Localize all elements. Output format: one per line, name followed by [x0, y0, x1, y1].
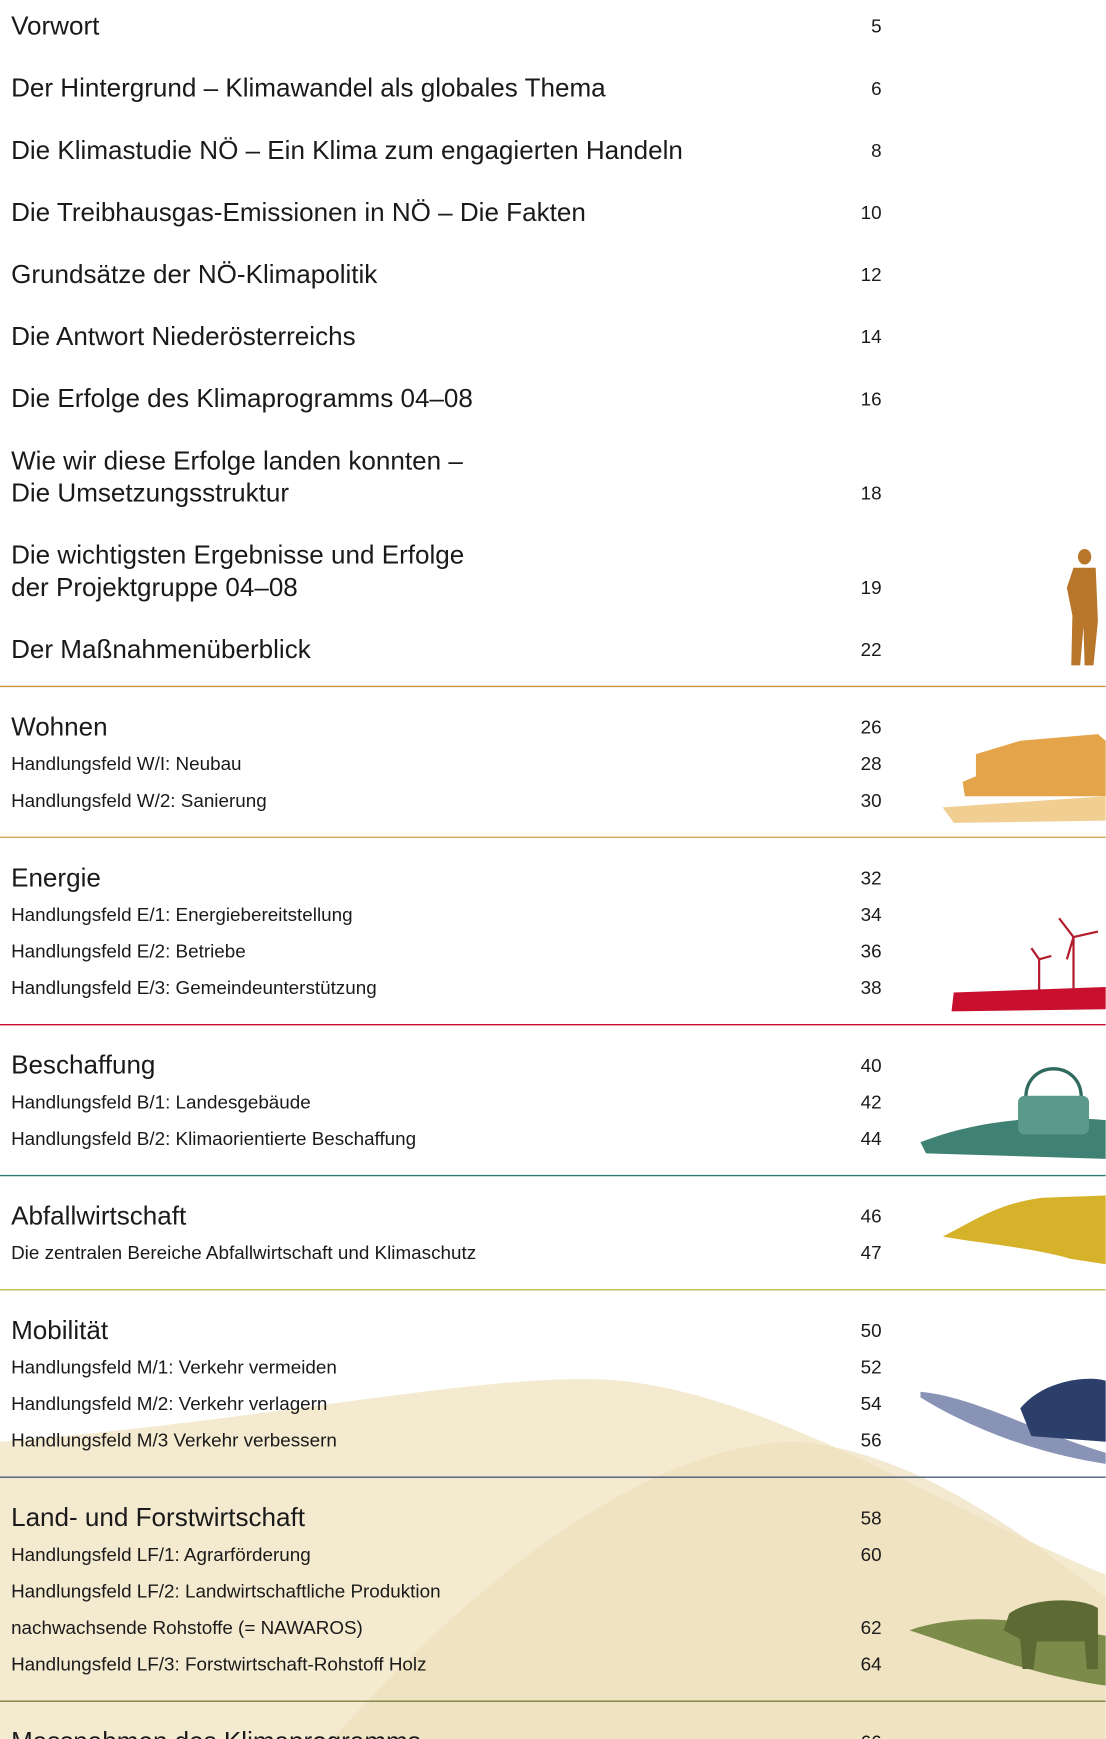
item-title: nachwachsende Rohstoffe (= NAWAROS)	[11, 1617, 363, 1638]
item-page: 38	[861, 977, 882, 998]
entry-page: 18	[861, 483, 882, 504]
section-title: Mobilität	[11, 1315, 109, 1345]
entry-title: Die Antwort Niederösterreichs	[11, 321, 356, 351]
entry-page: 12	[861, 264, 882, 285]
section-title: Wohnen	[11, 712, 108, 742]
item-title: Handlungsfeld E/1: Energiebereitstellung	[11, 904, 353, 925]
item-title: Handlungsfeld B/1: Landesgebäude	[11, 1091, 311, 1112]
section-title: Energie	[11, 862, 101, 892]
item-title: Die zentralen Bereiche Abfallwirtschaft …	[11, 1242, 476, 1263]
item-page: 42	[861, 1091, 882, 1112]
item-title: Handlungsfeld LF/1: Agrarförderung	[11, 1544, 311, 1565]
item-page: 36	[861, 941, 882, 962]
entry-page: 6	[871, 78, 881, 99]
entry-title: Die Treibhausgas-Emissionen in NÖ – Die …	[11, 197, 586, 227]
item-page: 34	[861, 904, 882, 925]
item-page: 56	[861, 1430, 882, 1451]
item-page: 47	[861, 1242, 882, 1263]
entry-title: Wie wir diese Erfolge landen konnten –	[11, 445, 463, 475]
section-title: Massnahmen des Klimaprogramms	[11, 1726, 421, 1739]
entry-title: Vorwort	[11, 11, 100, 41]
item-title: Handlungsfeld W/2: Sanierung	[11, 790, 267, 811]
item-page: 52	[861, 1356, 882, 1377]
entry-page: 8	[871, 140, 881, 161]
item-page: 62	[861, 1617, 882, 1638]
item-title: Handlungsfeld E/2: Betriebe	[11, 941, 246, 962]
item-page: 64	[861, 1654, 882, 1675]
entry-page: 22	[861, 639, 882, 660]
item-title: Handlungsfeld E/3: Gemeindeunterstützung	[11, 977, 377, 998]
item-title: Handlungsfeld M/2: Verkehr verlagern	[11, 1393, 327, 1414]
entry-title: der Projektgruppe 04–08	[11, 572, 298, 602]
house-icon	[943, 734, 1106, 823]
entry-title: Grundsätze der NÖ-Klimapolitik	[11, 259, 378, 289]
content: Vorwort 5 Der Hintergrund – Klimawandel al…	[0, 11, 1106, 1739]
section-page: 50	[861, 1320, 882, 1341]
item-title: Handlungsfeld M/1: Verkehr vermeiden	[11, 1356, 337, 1377]
entry-title: Die Umsetzungsstruktur	[11, 478, 289, 508]
item-title: Handlungsfeld W/I: Neubau	[11, 753, 241, 774]
section-title: Beschaffung	[11, 1050, 155, 1080]
toc-page: Vorwort 5 Der Hintergrund – Klimawandel al…	[0, 0, 1106, 1739]
entry-page: 14	[861, 326, 882, 347]
page: Vorwort 5 Der Hintergrund – Klimawandel al…	[0, 0, 1106, 1739]
section-title: Land- und Forstwirtschaft	[11, 1502, 306, 1532]
item-page: 44	[861, 1128, 882, 1149]
item-title: Handlungsfeld LF/2: Landwirtschaftliche …	[11, 1581, 440, 1602]
section-page: 40	[861, 1055, 882, 1076]
leaf-icon	[943, 1196, 1106, 1265]
item-title: Handlungsfeld M/3 Verkehr verbessern	[11, 1430, 337, 1451]
section-page: 58	[861, 1507, 882, 1528]
entry-title: Der Hintergrund – Klimawandel als global…	[11, 73, 606, 103]
entry-title: Die Klimastudie NÖ – Ein Klima zum engag…	[11, 135, 683, 165]
car-icon	[920, 1379, 1105, 1464]
section-page: 32	[861, 867, 882, 888]
wind-icon	[1031, 918, 1098, 992]
item-page: 30	[861, 790, 882, 811]
person-icon	[1067, 549, 1098, 665]
entry-title: Der Maßnahmenüberblick	[11, 634, 312, 664]
section-page: 26	[861, 717, 882, 738]
item-page: 54	[861, 1393, 882, 1414]
section-page: 46	[861, 1206, 882, 1227]
entry-page: 16	[861, 388, 882, 409]
entry-page: 10	[861, 202, 882, 223]
item-page: 28	[861, 753, 882, 774]
section-title: Abfallwirtschaft	[11, 1201, 187, 1231]
road-icon	[952, 987, 1106, 1011]
basket-icon	[920, 1069, 1105, 1159]
entry-page: 19	[861, 577, 882, 598]
entry-title: Die wichtigsten Ergebnisse und Erfolge	[11, 540, 464, 570]
section-page: 66	[861, 1731, 882, 1739]
entry-page: 5	[871, 16, 881, 37]
item-title: Handlungsfeld B/2: Klimaorientierte Besc…	[11, 1128, 416, 1149]
item-page: 60	[861, 1544, 882, 1565]
item-title: Handlungsfeld LF/3: Forstwirtschaft-Rohs…	[11, 1654, 426, 1675]
entry-title: Die Erfolge des Klimaprogramms 04–08	[11, 383, 473, 413]
